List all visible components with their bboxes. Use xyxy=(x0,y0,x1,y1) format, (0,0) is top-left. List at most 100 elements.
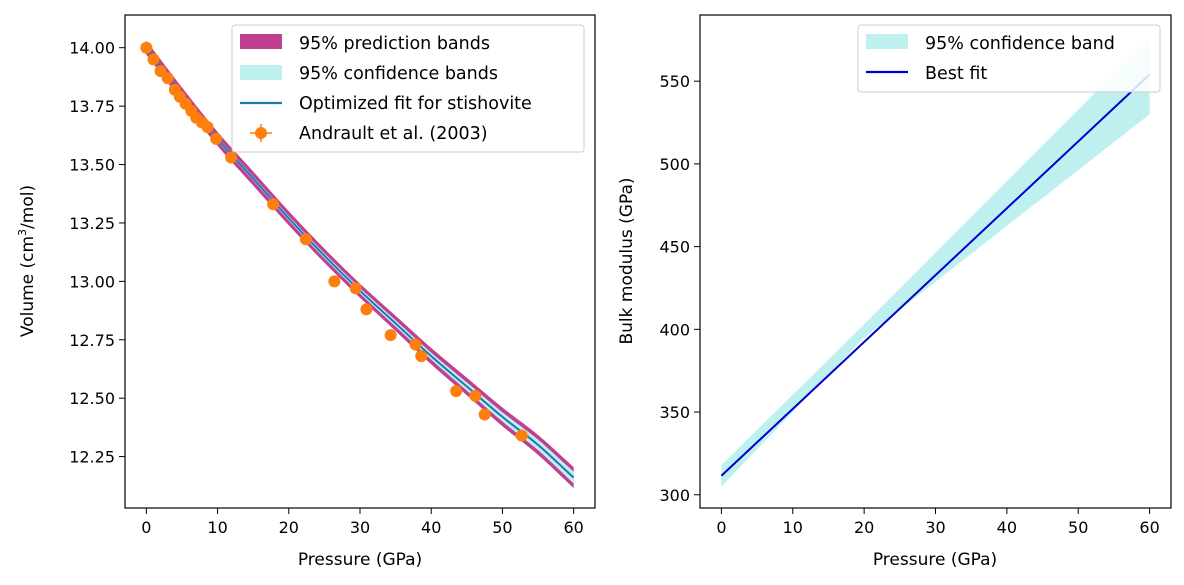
bulk-x-tick-label: 0 xyxy=(716,518,726,537)
bulk-bands-layer xyxy=(721,38,1150,487)
bulk-y-tick-label: 350 xyxy=(659,403,690,422)
volume-legend: 95% prediction bands 95% confidence band… xyxy=(231,24,585,153)
bulk-y-tick-label: 550 xyxy=(659,72,690,91)
data-point xyxy=(267,198,280,211)
data-point-marker xyxy=(201,121,214,134)
data-point-marker xyxy=(140,41,153,54)
data-point-marker xyxy=(415,350,428,363)
volume-x-ticks: 0 10 20 30 40 50 60 xyxy=(141,508,584,537)
bulk-x-tick-label: 30 xyxy=(925,518,945,537)
bulk-legend: 95% confidence band Best fit xyxy=(857,24,1161,93)
bulk-x-tick-label: 20 xyxy=(854,518,874,537)
bulk-y-ticks: 300 350 400 450 500 550 xyxy=(659,72,700,505)
data-point-marker xyxy=(469,389,482,402)
data-point-marker xyxy=(360,303,373,316)
volume-y-label-part1: Volume (cm xyxy=(18,236,38,337)
volume-legend-box xyxy=(231,24,585,153)
data-point-marker xyxy=(450,385,463,398)
volume-x-tick-label: 0 xyxy=(141,518,151,537)
data-point xyxy=(360,303,373,316)
volume-x-tick-label: 10 xyxy=(207,518,227,537)
data-point-marker xyxy=(299,233,312,246)
bulk-modulus-chart-panel: 0 10 20 30 40 50 60 300 350 400 450 500 550 Pressur… xyxy=(617,14,1172,570)
volume-y-tick-label: 12.50 xyxy=(69,389,115,408)
bulk-x-ticks: 0 10 20 30 40 50 60 xyxy=(716,508,1160,537)
data-point-marker xyxy=(478,408,491,421)
data-point xyxy=(450,385,463,398)
data-point-marker xyxy=(384,329,397,342)
bulk-x-tick-label: 60 xyxy=(1139,518,1159,537)
bulk-chart-plot xyxy=(720,38,1151,487)
bulk-x-axis-label: Pressure (GPa) xyxy=(873,550,997,570)
data-point xyxy=(415,350,428,363)
bulk-x-tick-label: 40 xyxy=(997,518,1017,537)
volume-y-label-part2: /mol) xyxy=(18,185,38,229)
data-point xyxy=(147,53,160,66)
data-point xyxy=(210,132,223,145)
data-point xyxy=(201,121,214,134)
bulk-legend-box xyxy=(857,24,1161,93)
volume-y-ticks: 12.25 12.50 12.75 13.00 13.25 13.50 13.75 14.00 xyxy=(69,39,125,467)
volume-points-layer xyxy=(140,41,529,442)
bulk-x-tick-label: 10 xyxy=(783,518,803,537)
bulk-y-tick-label: 300 xyxy=(659,486,690,505)
legend-swatch-data xyxy=(250,124,272,142)
volume-y-tick-label: 14.00 xyxy=(69,39,115,58)
legend-label-best-fit: Best fit xyxy=(925,64,987,84)
volume-chart-panel: 0 10 20 30 40 50 60 12.2512.5012.7513.0013.251… xyxy=(16,14,596,570)
legend-marker xyxy=(255,127,267,139)
data-point-marker xyxy=(409,338,422,351)
data-point xyxy=(514,429,529,442)
data-point-marker xyxy=(147,53,160,66)
bulk-confidence-band xyxy=(721,38,1150,487)
volume-y-tick-label: 13.25 xyxy=(69,214,115,233)
data-point-marker xyxy=(349,282,362,295)
legend-swatch-confidence-band xyxy=(866,34,908,49)
bulk-y-axis-label: Bulk modulus (GPa) xyxy=(617,177,637,344)
data-point-marker xyxy=(515,429,528,442)
legend-label-confidence-band: 95% confidence band xyxy=(925,34,1115,54)
best-fit-line xyxy=(720,73,1151,477)
volume-x-tick-label: 50 xyxy=(492,518,512,537)
volume-x-tick-label: 30 xyxy=(350,518,370,537)
data-point xyxy=(225,151,238,164)
data-point xyxy=(140,41,153,54)
data-point xyxy=(328,275,341,288)
volume-y-tick-label: 13.50 xyxy=(69,156,115,175)
volume-y-tick-label: 13.00 xyxy=(69,272,115,291)
legend-label-fit: Optimized fit for stishovite xyxy=(299,94,532,114)
legend-label-prediction: 95% prediction bands xyxy=(299,34,490,54)
data-point xyxy=(409,338,422,351)
data-point-marker xyxy=(161,72,174,85)
data-point-marker xyxy=(210,132,223,145)
data-point-marker xyxy=(267,198,280,211)
bulk-y-tick-label: 450 xyxy=(659,238,690,257)
legend-label-data: Andrault et al. (2003) xyxy=(299,124,488,144)
volume-x-axis-label: Pressure (GPa) xyxy=(298,550,422,570)
data-point xyxy=(469,389,482,402)
data-point xyxy=(478,408,491,421)
bulk-y-tick-label: 500 xyxy=(659,155,690,174)
data-point xyxy=(349,282,362,295)
volume-y-tick-label: 12.75 xyxy=(69,331,115,350)
legend-swatch-confidence xyxy=(240,65,282,80)
volume-x-tick-label: 60 xyxy=(563,518,583,537)
data-point-marker xyxy=(328,275,341,288)
volume-y-tick-label: 12.25 xyxy=(69,448,115,467)
volume-chart-plot xyxy=(140,40,575,489)
legend-swatch-prediction xyxy=(240,34,282,49)
bulk-lines-layer xyxy=(720,73,1151,477)
volume-y-label-superscript: 3 xyxy=(16,229,29,236)
data-point-marker xyxy=(225,151,238,164)
bulk-x-tick-label: 50 xyxy=(1068,518,1088,537)
data-point xyxy=(299,233,312,246)
volume-y-axis-label: Volume (cm3/mol) xyxy=(16,185,38,337)
volume-x-tick-label: 40 xyxy=(421,518,441,537)
data-point xyxy=(161,72,174,85)
data-point xyxy=(384,329,397,342)
legend-label-confidence: 95% confidence bands xyxy=(299,64,498,84)
volume-x-tick-label: 20 xyxy=(279,518,299,537)
bulk-y-tick-label: 400 xyxy=(659,320,690,339)
volume-y-tick-label: 13.75 xyxy=(69,97,115,116)
